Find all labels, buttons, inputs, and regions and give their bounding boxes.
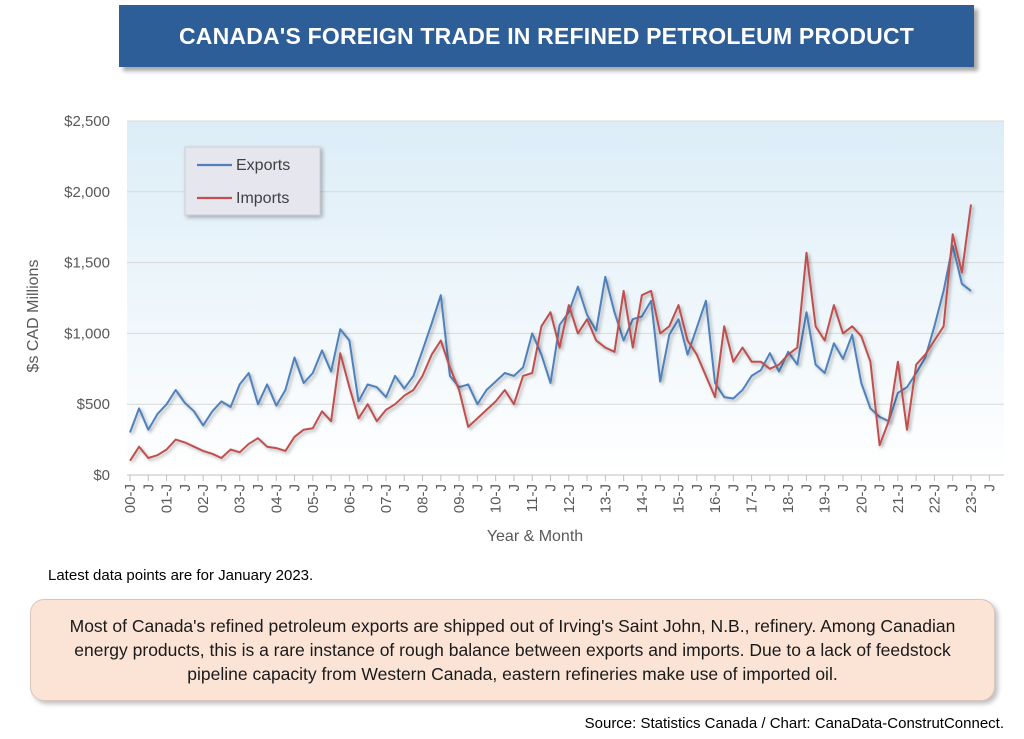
x-tick-label: J [762,484,779,492]
x-tick-label: J [652,484,669,492]
x-tick-label: J [323,484,340,492]
x-tick-label: 13-J [597,484,614,513]
x-tick-label: 09-J [451,484,468,513]
y-tick-label: $1,000 [64,325,110,342]
x-tick-label: J [543,484,560,492]
x-tick-label: 07-J [378,484,395,513]
x-tick-label: J [433,484,450,492]
x-tick-label: J [469,484,486,492]
line-chart: $0$500$1,000$1,500$2,000$2,500 00-J J 01-J… [25,113,1004,545]
x-tick-label: J [287,484,304,492]
x-tick-label: J [981,484,998,492]
x-tick-label: 01-J [159,484,176,513]
x-tick-label: 20-J [853,484,870,513]
x-tick-label: 04-J [268,484,285,513]
x-tick-label: J [250,484,267,492]
x-axis: 00-J J 01-J J 02-J J 03-J J 04-J J 05-J J 06-J J 07-J J… [122,474,1004,513]
callout-text: Most of Canada's refined petroleum expor… [69,616,956,684]
x-tick-label: J [908,484,925,492]
x-tick-label: 12-J [561,484,578,513]
x-tick-label: J [140,484,157,492]
x-tick-label: 10-J [488,484,505,513]
x-tick-label: 18-J [780,484,797,513]
chart-title-banner: CANADA'S FOREIGN TRADE IN REFINED PETROL… [119,5,974,67]
x-tick-label: 14-J [634,484,651,513]
x-tick-label: J [579,484,596,492]
x-tick-label: 16-J [707,484,724,513]
x-tick-label: J [396,484,413,492]
x-tick-label: J [835,484,852,492]
x-tick-label: J [506,484,523,492]
x-tick-label: 06-J [341,484,358,513]
y-tick-label: $2,000 [64,184,110,201]
legend-exports-label: Exports [236,157,290,174]
series-line-imports [129,204,972,462]
x-tick-label: J [360,484,377,492]
y-tick-label: $0 [93,467,110,484]
x-tick-label: 11-J [524,484,541,512]
x-tick-label: J [945,484,962,492]
x-tick-label: J [798,484,815,492]
footnote: Latest data points are for January 2023. [48,567,314,584]
x-tick-label: 05-J [305,484,322,513]
x-tick-label: 03-J [232,484,249,513]
x-tick-label: 21-J [890,484,907,513]
x-tick-label: 02-J [195,484,212,513]
series-lines [129,204,972,462]
callout-box: Most of Canada's refined petroleum expor… [30,599,995,701]
x-tick-label: 15-J [670,484,687,513]
legend-imports-label: Imports [236,190,289,207]
legend: Exports Imports [184,146,321,216]
x-tick-label: J [689,484,706,492]
x-axis-title: Year & Month [487,528,583,545]
x-tick-label: 22-J [926,484,943,513]
x-tick-label: 08-J [415,484,432,513]
x-tick-label: 19-J [817,484,834,513]
y-tick-label: $1,500 [64,255,110,272]
y-tick-label: $2,500 [64,113,110,130]
y-axis-ticks: $0 $500 $1,000 $1,500 $2,000 $2,500 [64,113,110,484]
x-tick-label: J [725,484,742,492]
x-tick-label: J [616,484,633,492]
chart-title: CANADA'S FOREIGN TRADE IN REFINED PETROL… [178,22,915,49]
x-tick-label: J [872,484,889,492]
x-tick-label: 00-J [122,484,139,513]
x-tick-label: J [213,484,230,492]
x-tick-label: J [177,484,194,492]
series-line-exports [129,244,972,433]
x-tick-label: 17-J [744,484,761,513]
y-tick-label: $500 [77,396,110,413]
y-axis-title: $s CAD Millions [25,260,42,373]
source-credit: Source: Statistics Canada / Chart: CanaD… [584,715,1004,732]
x-tick-label: 23-J [963,484,980,513]
